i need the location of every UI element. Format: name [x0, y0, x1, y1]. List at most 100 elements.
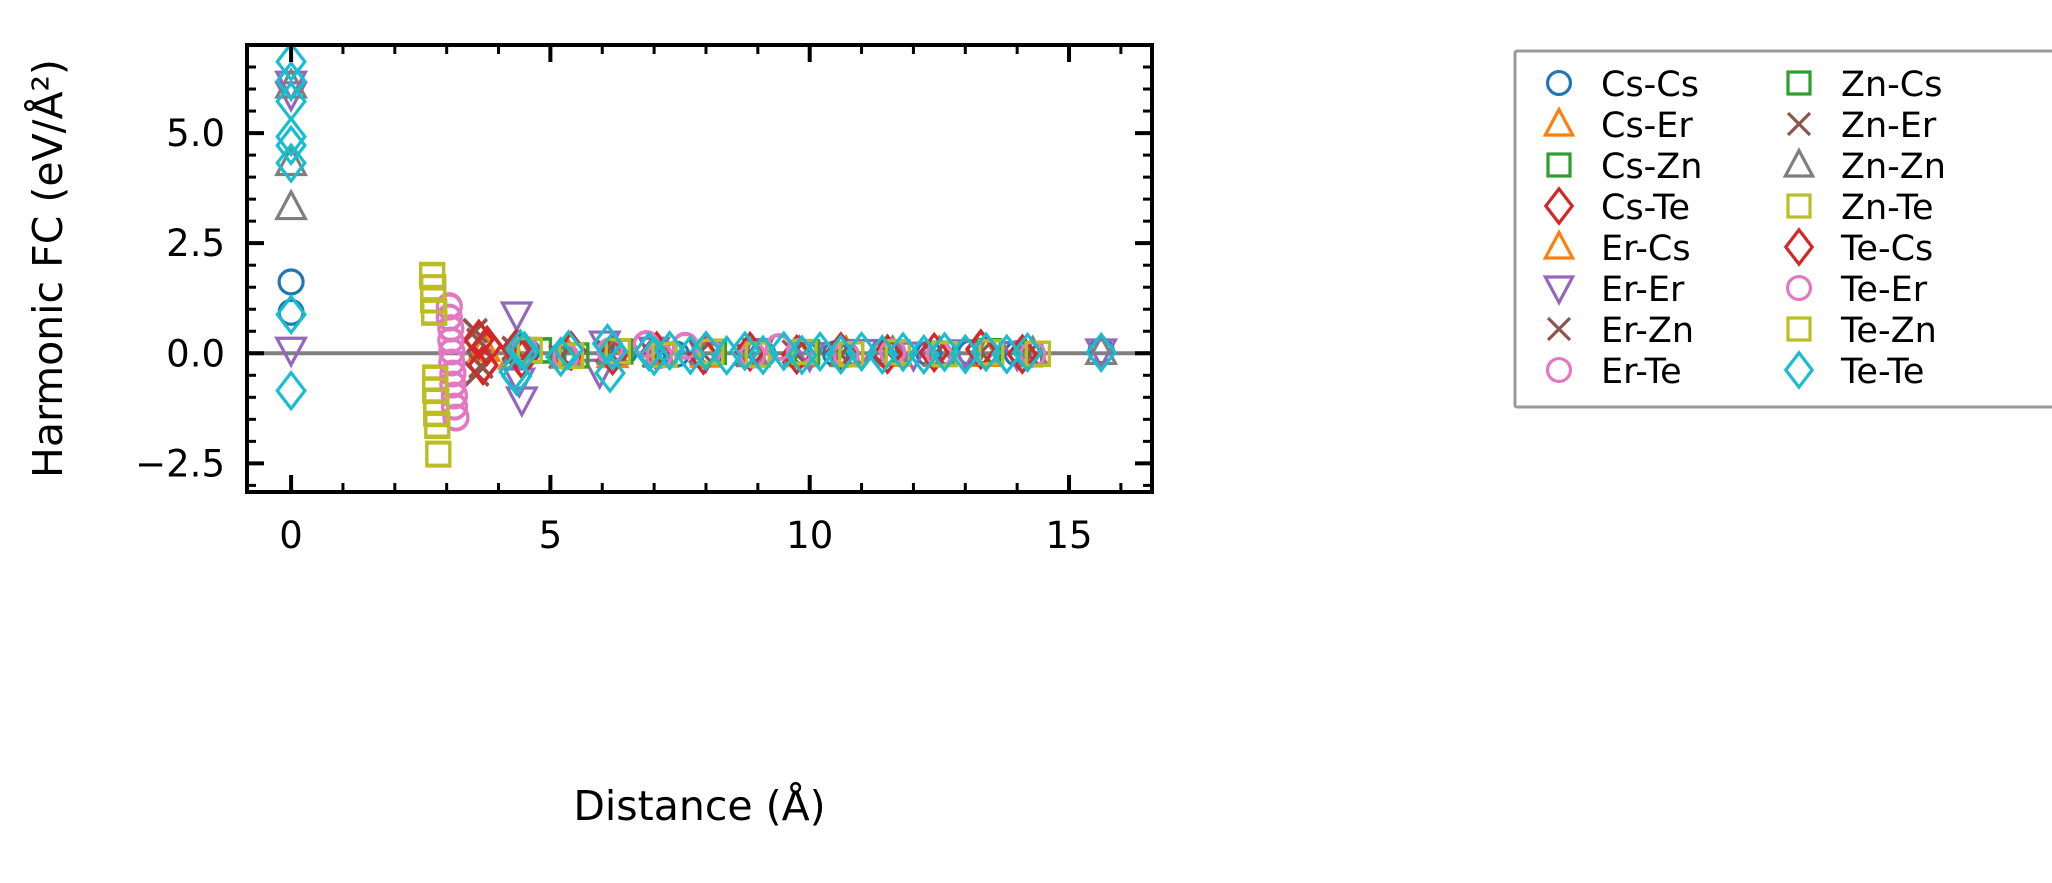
data-point-diamond — [275, 293, 307, 336]
data-point-square — [421, 299, 448, 326]
legend-label: Er-Cs — [1601, 229, 1691, 269]
data-point-diamond — [500, 328, 533, 370]
legend-item-zn-cs[interactable]: Zn-Cs — [1786, 65, 1942, 105]
y-tick-label: 0.0 — [166, 332, 225, 375]
legend-label: Zn-Cs — [1841, 65, 1942, 105]
data-point-triangle-down — [896, 341, 931, 374]
legend-item-cs-zn[interactable]: Cs-Zn — [1546, 147, 1702, 187]
clip-left — [0, 0, 247, 883]
data-point-triangle-down — [274, 336, 309, 369]
data-point-diamond — [1783, 350, 1815, 390]
data-point-diamond — [918, 331, 950, 373]
series-te-te — [275, 41, 1117, 412]
data-point-x — [1546, 316, 1572, 342]
y-tick-label: 5.0 — [166, 112, 225, 155]
data-point-diamond — [653, 330, 686, 372]
axes-frame — [245, 43, 1154, 494]
legend-item-cs-er[interactable]: Cs-Er — [1542, 106, 1693, 146]
data-point-circle — [1545, 69, 1573, 97]
data-point-diamond — [1011, 331, 1044, 373]
legend-label: Cs-Zn — [1601, 147, 1702, 187]
legend-label: Cs-Cs — [1601, 65, 1699, 105]
data-point-circle — [765, 333, 793, 362]
data-point-diamond — [1085, 331, 1117, 373]
x-axis-title: Distance (Å) — [573, 782, 825, 830]
axis-ticks: 0 5 10 15 −2.5 0.0 2.5 5.0 — [135, 43, 1152, 557]
data-point-diamond — [970, 331, 1002, 373]
data-point-triangle-up — [274, 188, 309, 221]
legend-label: Te-Cs — [1840, 229, 1933, 269]
data-point-circle — [439, 371, 467, 399]
data-point-diamond — [729, 330, 761, 372]
data-point-diamond — [504, 328, 537, 370]
data-point-diamond — [275, 124, 307, 166]
legend-item-te-zn[interactable]: Te-Zn — [1786, 311, 1937, 351]
data-point-circle — [442, 404, 470, 432]
data-point-diamond — [1006, 333, 1039, 375]
data-point-circle — [435, 293, 463, 321]
x-tick-label: 5 — [539, 514, 563, 557]
data-point-diamond — [275, 142, 307, 184]
data-point-triangle-up — [1782, 147, 1816, 178]
legend-box — [1513, 49, 2052, 409]
data-point-diamond — [275, 60, 307, 102]
data-point-diamond — [845, 330, 878, 373]
legend-item-zn-te[interactable]: Zn-Te — [1786, 188, 1934, 228]
data-point-circle — [1545, 356, 1573, 384]
data-point-circle — [438, 349, 466, 377]
data-point-diamond — [552, 329, 585, 371]
data-point-diamond — [871, 333, 904, 375]
data-point-x — [1786, 111, 1812, 137]
data-point-square — [1546, 152, 1572, 178]
data-point-diamond — [594, 352, 626, 394]
data-point-triangle-down — [1542, 275, 1576, 306]
data-point-diamond — [928, 331, 961, 373]
legend-label: Er-Te — [1601, 352, 1682, 392]
data-point-diamond — [275, 116, 307, 158]
y-tick-label: −2.5 — [135, 442, 225, 485]
data-point-diamond — [804, 330, 836, 373]
legend-item-er-er[interactable]: Er-Er — [1542, 270, 1685, 310]
legend-item-te-te[interactable]: Te-Te — [1783, 350, 1925, 392]
legend-item-cs-cs[interactable]: Cs-Cs — [1545, 65, 1699, 105]
legend-label: Zn-Er — [1841, 106, 1937, 146]
data-point-circle — [439, 360, 467, 388]
data-point-diamond — [674, 334, 707, 376]
legend-label: Er-Er — [1601, 270, 1685, 310]
data-point-circle — [277, 268, 305, 296]
legend-label: Cs-Te — [1601, 188, 1690, 228]
legend: Cs-CsCs-ErCs-ZnCs-TeEr-CsEr-ErEr-ZnEr-Te… — [1513, 49, 2052, 409]
data-point-diamond — [1783, 227, 1815, 267]
legend-item-te-er[interactable]: Te-Er — [1785, 270, 1928, 310]
data-point-square — [425, 441, 452, 468]
data-point-diamond — [471, 325, 503, 367]
legend-item-er-te[interactable]: Er-Te — [1545, 352, 1682, 392]
legend-item-zn-zn[interactable]: Zn-Zn — [1782, 147, 1946, 187]
data-point-diamond — [508, 330, 541, 372]
x-tick-label: 15 — [1045, 514, 1092, 557]
data-point-triangle-up — [1542, 229, 1576, 260]
x-tick-label: 10 — [786, 514, 833, 557]
legend-label: Te-Er — [1840, 270, 1928, 310]
data-point-circle — [440, 382, 469, 410]
data-point-circle — [437, 327, 465, 355]
legend-item-cs-te[interactable]: Cs-Te — [1543, 186, 1690, 228]
legend-item-er-cs[interactable]: Er-Cs — [1542, 229, 1691, 269]
data-point-triangle-up — [1542, 106, 1576, 137]
legend-item-zn-er[interactable]: Zn-Er — [1786, 106, 1937, 146]
data-point-diamond — [275, 41, 307, 83]
legend-item-te-cs[interactable]: Te-Cs — [1783, 227, 1933, 269]
data-point-diamond — [767, 330, 800, 372]
data-point-diamond — [463, 319, 495, 361]
data-point-diamond — [596, 330, 629, 372]
data-point-diamond — [500, 355, 533, 397]
y-tick-label: 2.5 — [166, 222, 225, 265]
series-zn-zn — [274, 66, 1119, 369]
legend-label: Te-Zn — [1840, 311, 1937, 351]
data-point-square — [1786, 193, 1812, 219]
data-point-diamond — [690, 330, 722, 372]
x-tick-label: 0 — [279, 514, 303, 557]
legend-item-er-zn[interactable]: Er-Zn — [1546, 311, 1694, 351]
